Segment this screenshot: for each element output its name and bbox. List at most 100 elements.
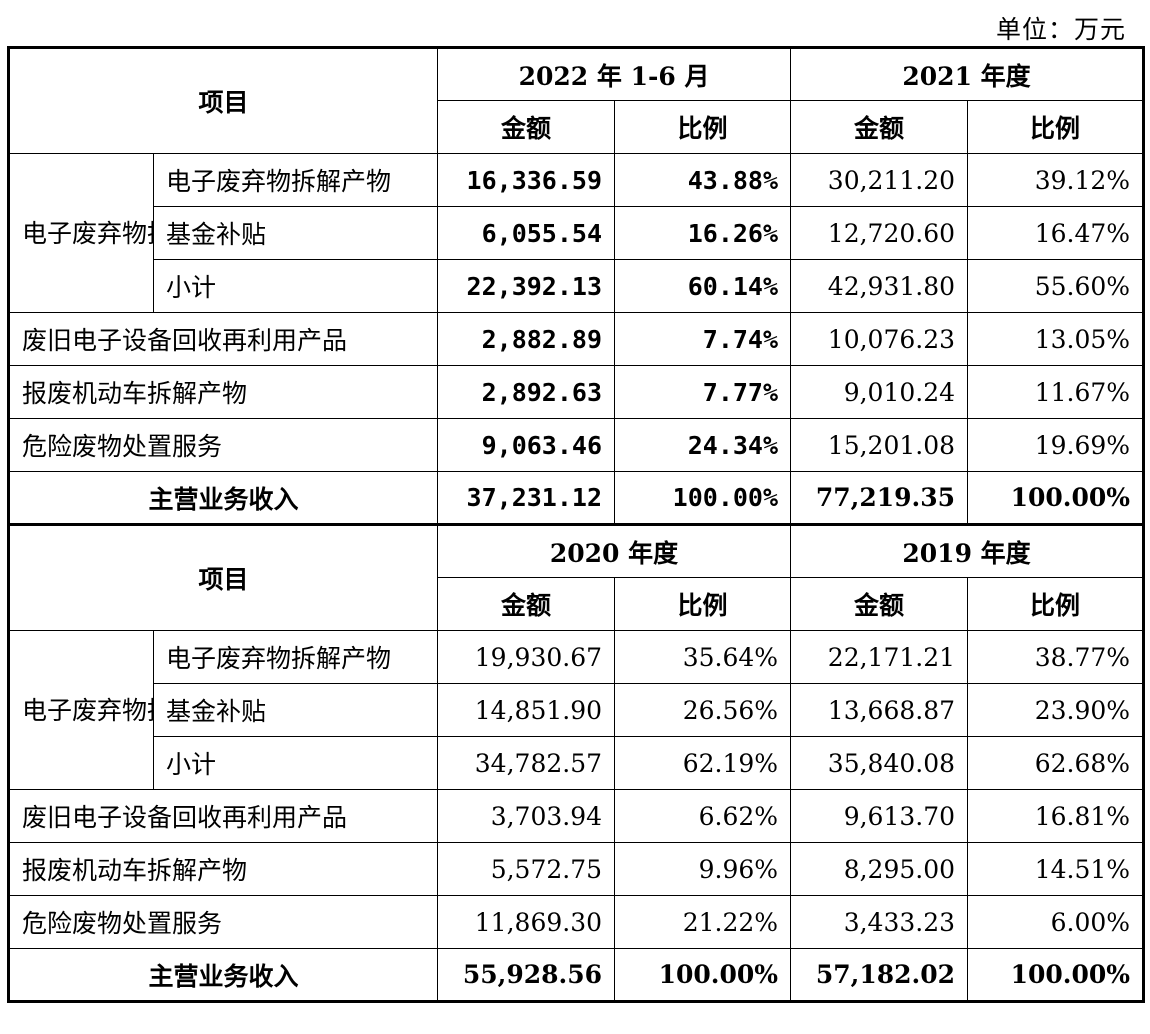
table-row: 废旧电子设备回收再利用产品 3,703.94 6.62% 9,613.70 16… [7,789,1145,843]
amount-cell: 16,336.59 [437,153,616,207]
table-row: 危险废物处置服务 9,063.46 24.34% 15,201.08 19.69… [7,418,1145,472]
ratio-cell: 9.96% [614,842,792,896]
table-row: 电子废弃物拆解 电子废弃物拆解产物 16,336.59 43.88% 30,21… [8,153,1145,313]
amount-header: 金额 [437,577,616,631]
total-label: 主营业务收入 [7,948,439,1002]
amount-cell: 11,869.30 [437,895,616,949]
table-row: 基金补贴 6,055.54 16.26% 12,720.60 16.47% [9,206,1145,260]
ratio-cell: 24.34% [614,418,792,472]
row-label: 电子废弃物拆解产物 [152,153,439,207]
total-row: 主营业务收入 37,231.12 100.00% 77,219.35 100.0… [7,471,1145,525]
ratio-cell: 62.19% [614,736,792,790]
table-row: 电子废弃物拆解 电子废弃物拆解产物 19,930.67 35.64% 22,17… [8,630,1145,790]
amount-cell: 19,930.67 [437,630,616,684]
amount-cell: 15,201.08 [790,418,969,472]
table-row: 报废机动车拆解产物 5,572.75 9.96% 8,295.00 14.51% [7,842,1145,896]
ratio-cell: 6.00% [967,895,1145,949]
total-amount-cell: 55,928.56 [437,948,616,1002]
amount-cell: 12,720.60 [790,206,969,260]
item-column-header: 项目 [7,47,439,154]
period-header: 2019 年度 [790,523,1145,578]
total-amount-cell: 37,231.12 [437,471,616,525]
ratio-cell: 38.77% [967,630,1145,684]
amount-header: 金额 [790,577,969,631]
period-header: 2022 年 1-6 月 [437,47,792,101]
amount-cell: 14,851.90 [437,683,616,737]
table-row: 小计 22,392.13 60.14% 42,931.80 55.60% [9,259,1145,313]
amount-header: 金额 [437,100,616,154]
amount-header: 金额 [790,100,969,154]
total-amount-cell: 77,219.35 [790,471,969,525]
period-header: 2021 年度 [790,47,1145,101]
total-ratio-cell: 100.00% [967,471,1145,525]
ratio-cell: 35.64% [614,630,792,684]
ratio-cell: 19.69% [967,418,1145,472]
group-label: 电子废弃物拆解 [8,153,154,313]
amount-cell: 35,840.08 [790,736,969,790]
section-header-row: 项目 2020 年度 2019 年度 [7,523,1145,631]
ratio-cell: 11.67% [967,365,1145,419]
ratio-header: 比例 [967,577,1145,631]
row-label: 报废机动车拆解产物 [7,365,439,419]
group-label: 电子废弃物拆解 [8,630,154,790]
ratio-cell: 7.77% [614,365,792,419]
ratio-cell: 39.12% [967,153,1145,207]
amount-cell: 9,613.70 [790,789,969,843]
ratio-header: 比例 [967,100,1145,154]
amount-cell: 42,931.80 [790,259,969,313]
revenue-table: 项目 2022 年 1-6 月 2021 年度 金额 比例 金额 比例 电子废弃… [7,46,1146,1003]
ratio-cell: 7.74% [614,312,792,366]
item-column-header: 项目 [7,523,439,631]
amount-cell: 9,010.24 [790,365,969,419]
row-label: 废旧电子设备回收再利用产品 [7,312,439,366]
table-row: 危险废物处置服务 11,869.30 21.22% 3,433.23 6.00% [7,895,1145,949]
amount-cell: 6,055.54 [437,206,616,260]
amount-cell: 2,882.89 [437,312,616,366]
amount-cell: 30,211.20 [790,153,969,207]
ratio-cell: 60.14% [614,259,792,313]
amount-cell: 3,703.94 [437,789,616,843]
amount-cell: 22,392.13 [437,259,616,313]
amount-cell: 22,171.21 [790,630,969,684]
ratio-cell: 55.60% [967,259,1145,313]
ratio-cell: 16.26% [614,206,792,260]
row-label: 电子废弃物拆解产物 [152,630,439,684]
ratio-cell: 62.68% [967,736,1145,790]
table-row: 报废机动车拆解产物 2,892.63 7.77% 9,010.24 11.67% [7,365,1145,419]
amount-cell: 5,572.75 [437,842,616,896]
total-ratio-cell: 100.00% [614,471,792,525]
amount-cell: 34,782.57 [437,736,616,790]
amount-cell: 3,433.23 [790,895,969,949]
amount-cell: 2,892.63 [437,365,616,419]
amount-cell: 10,076.23 [790,312,969,366]
ratio-header: 比例 [614,100,792,154]
section-header-row: 项目 2022 年 1-6 月 2021 年度 [7,47,1145,154]
table-row: 废旧电子设备回收再利用产品 2,882.89 7.74% 10,076.23 1… [7,312,1145,366]
amount-cell: 8,295.00 [790,842,969,896]
ratio-cell: 14.51% [967,842,1145,896]
ratio-cell: 6.62% [614,789,792,843]
total-row: 主营业务收入 55,928.56 100.00% 57,182.02 100.0… [7,948,1145,1002]
total-amount-cell: 57,182.02 [790,948,969,1002]
row-label: 废旧电子设备回收再利用产品 [7,789,439,843]
ratio-cell: 43.88% [614,153,792,207]
row-label: 危险废物处置服务 [7,895,439,949]
table-row: 小计 34,782.57 62.19% 35,840.08 62.68% [9,736,1145,790]
ratio-cell: 21.22% [614,895,792,949]
total-ratio-cell: 100.00% [967,948,1145,1002]
amount-cell: 13,668.87 [790,683,969,737]
ratio-cell: 23.90% [967,683,1145,737]
period-header: 2020 年度 [437,523,792,578]
table-row: 基金补贴 14,851.90 26.56% 13,668.87 23.90% [9,683,1145,737]
row-label: 报废机动车拆解产物 [7,842,439,896]
ratio-header: 比例 [614,577,792,631]
unit-label: 单位：万元 [995,15,1126,44]
row-label: 基金补贴 [152,206,439,260]
row-label: 小计 [152,736,439,790]
amount-cell: 9,063.46 [437,418,616,472]
row-label: 基金补贴 [152,683,439,737]
total-label: 主营业务收入 [7,471,439,525]
ratio-cell: 26.56% [614,683,792,737]
total-ratio-cell: 100.00% [614,948,792,1002]
ratio-cell: 16.47% [967,206,1145,260]
